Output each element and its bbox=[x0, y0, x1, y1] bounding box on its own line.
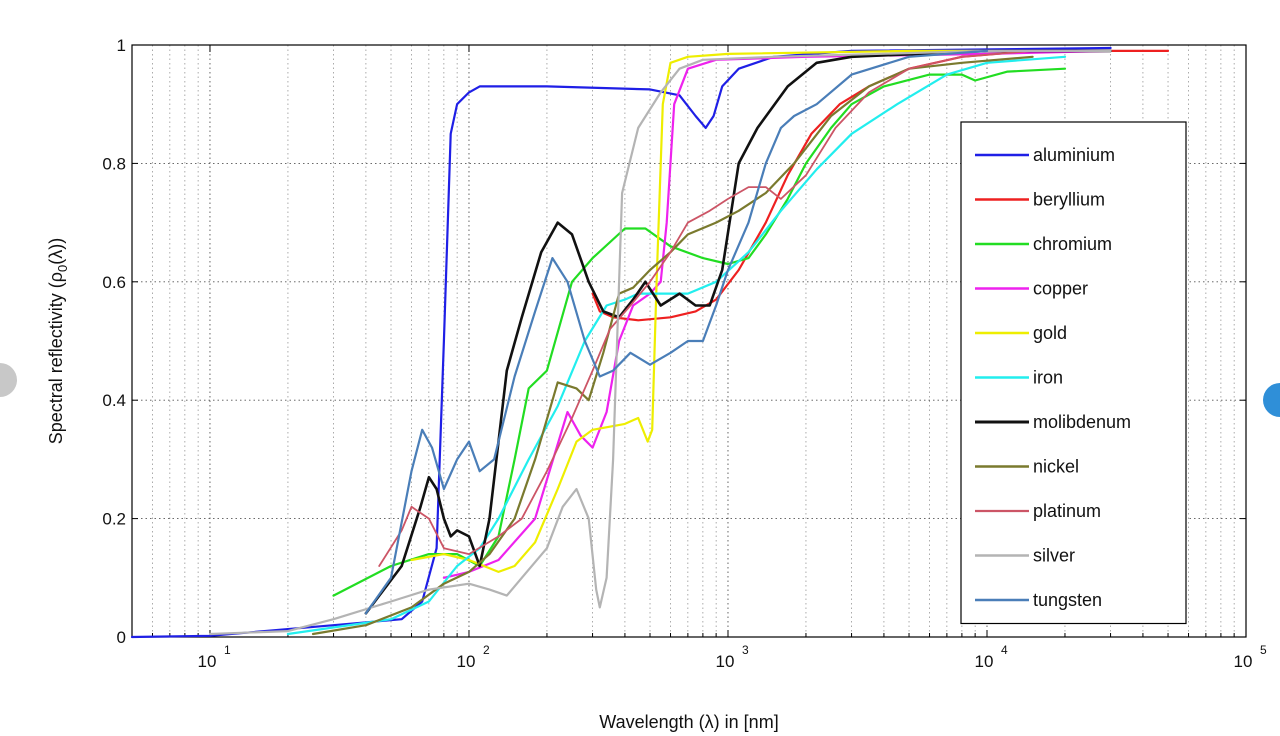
y-axis-label-subscript: 0 bbox=[55, 265, 70, 272]
legend-label-iron: iron bbox=[1033, 368, 1063, 388]
x-tick-label-base: 10 bbox=[457, 652, 476, 671]
y-axis-label-tail: (λ)) bbox=[46, 238, 66, 265]
series-line-molibdenum bbox=[364, 49, 1112, 615]
x-tick-label-exponent: 4 bbox=[1001, 643, 1008, 657]
y-tick-label: 0.8 bbox=[102, 154, 126, 173]
legend-label-platinum: platinum bbox=[1033, 501, 1101, 521]
left-page-handle[interactable] bbox=[0, 363, 17, 397]
right-page-handle[interactable] bbox=[1263, 383, 1280, 417]
legend-label-nickel: nickel bbox=[1033, 457, 1079, 477]
legend-label-silver: silver bbox=[1033, 546, 1075, 566]
y-tick-label: 0.4 bbox=[102, 391, 126, 410]
legend-box bbox=[960, 121, 1187, 625]
series-line-tungsten bbox=[364, 49, 989, 615]
series-line-iron bbox=[286, 55, 1067, 636]
legend-label-copper: copper bbox=[1033, 279, 1088, 299]
series-line-gold bbox=[410, 49, 1112, 573]
x-axis-label: Wavelength (λ) in [nm] bbox=[599, 712, 778, 732]
x-tick-label-exponent: 1 bbox=[224, 643, 231, 657]
x-tick-label-exponent: 3 bbox=[742, 643, 749, 657]
x-tick-label-base: 10 bbox=[1234, 652, 1253, 671]
x-tick-label-base: 10 bbox=[975, 652, 994, 671]
series-line-chromium bbox=[332, 67, 1067, 597]
y-tick-label: 0.6 bbox=[102, 273, 126, 292]
y-tick-label: 1 bbox=[117, 36, 126, 55]
y-axis-label: Spectral reflectivity (ρ0(λ)) bbox=[46, 238, 70, 445]
series-line-nickel bbox=[311, 55, 1034, 636]
series-lines bbox=[130, 46, 1170, 639]
x-tick-label-exponent: 2 bbox=[483, 643, 490, 657]
x-tick-label-base: 10 bbox=[716, 652, 735, 671]
legend-label-tungsten: tungsten bbox=[1033, 590, 1102, 610]
axis-ticks: 0 0.2 0.4 0.6 0.8 1 10 1 10 2 10 3 10 4 10 5 bbox=[102, 36, 1267, 671]
y-tick-label: 0.2 bbox=[102, 510, 126, 529]
y-axis-label-main: Spectral reflectivity (ρ bbox=[46, 272, 66, 444]
y-tick-label: 0 bbox=[117, 628, 126, 647]
x-tick-label-base: 10 bbox=[198, 652, 217, 671]
series-line-platinum bbox=[378, 50, 1034, 567]
legend-label-beryllium: beryllium bbox=[1033, 190, 1105, 210]
plot-area-frame bbox=[131, 44, 1247, 638]
legend-label-aluminium: aluminium bbox=[1033, 145, 1115, 165]
legend-label-gold: gold bbox=[1033, 323, 1067, 343]
legend-label-chromium: chromium bbox=[1033, 234, 1112, 254]
x-tick-label-exponent: 5 bbox=[1260, 643, 1267, 657]
legend-label-molibdenum: molibdenum bbox=[1033, 412, 1131, 432]
legend: aluminium beryllium chromium copper gold iron… bbox=[960, 121, 1187, 625]
series-line-silver bbox=[208, 49, 1112, 636]
